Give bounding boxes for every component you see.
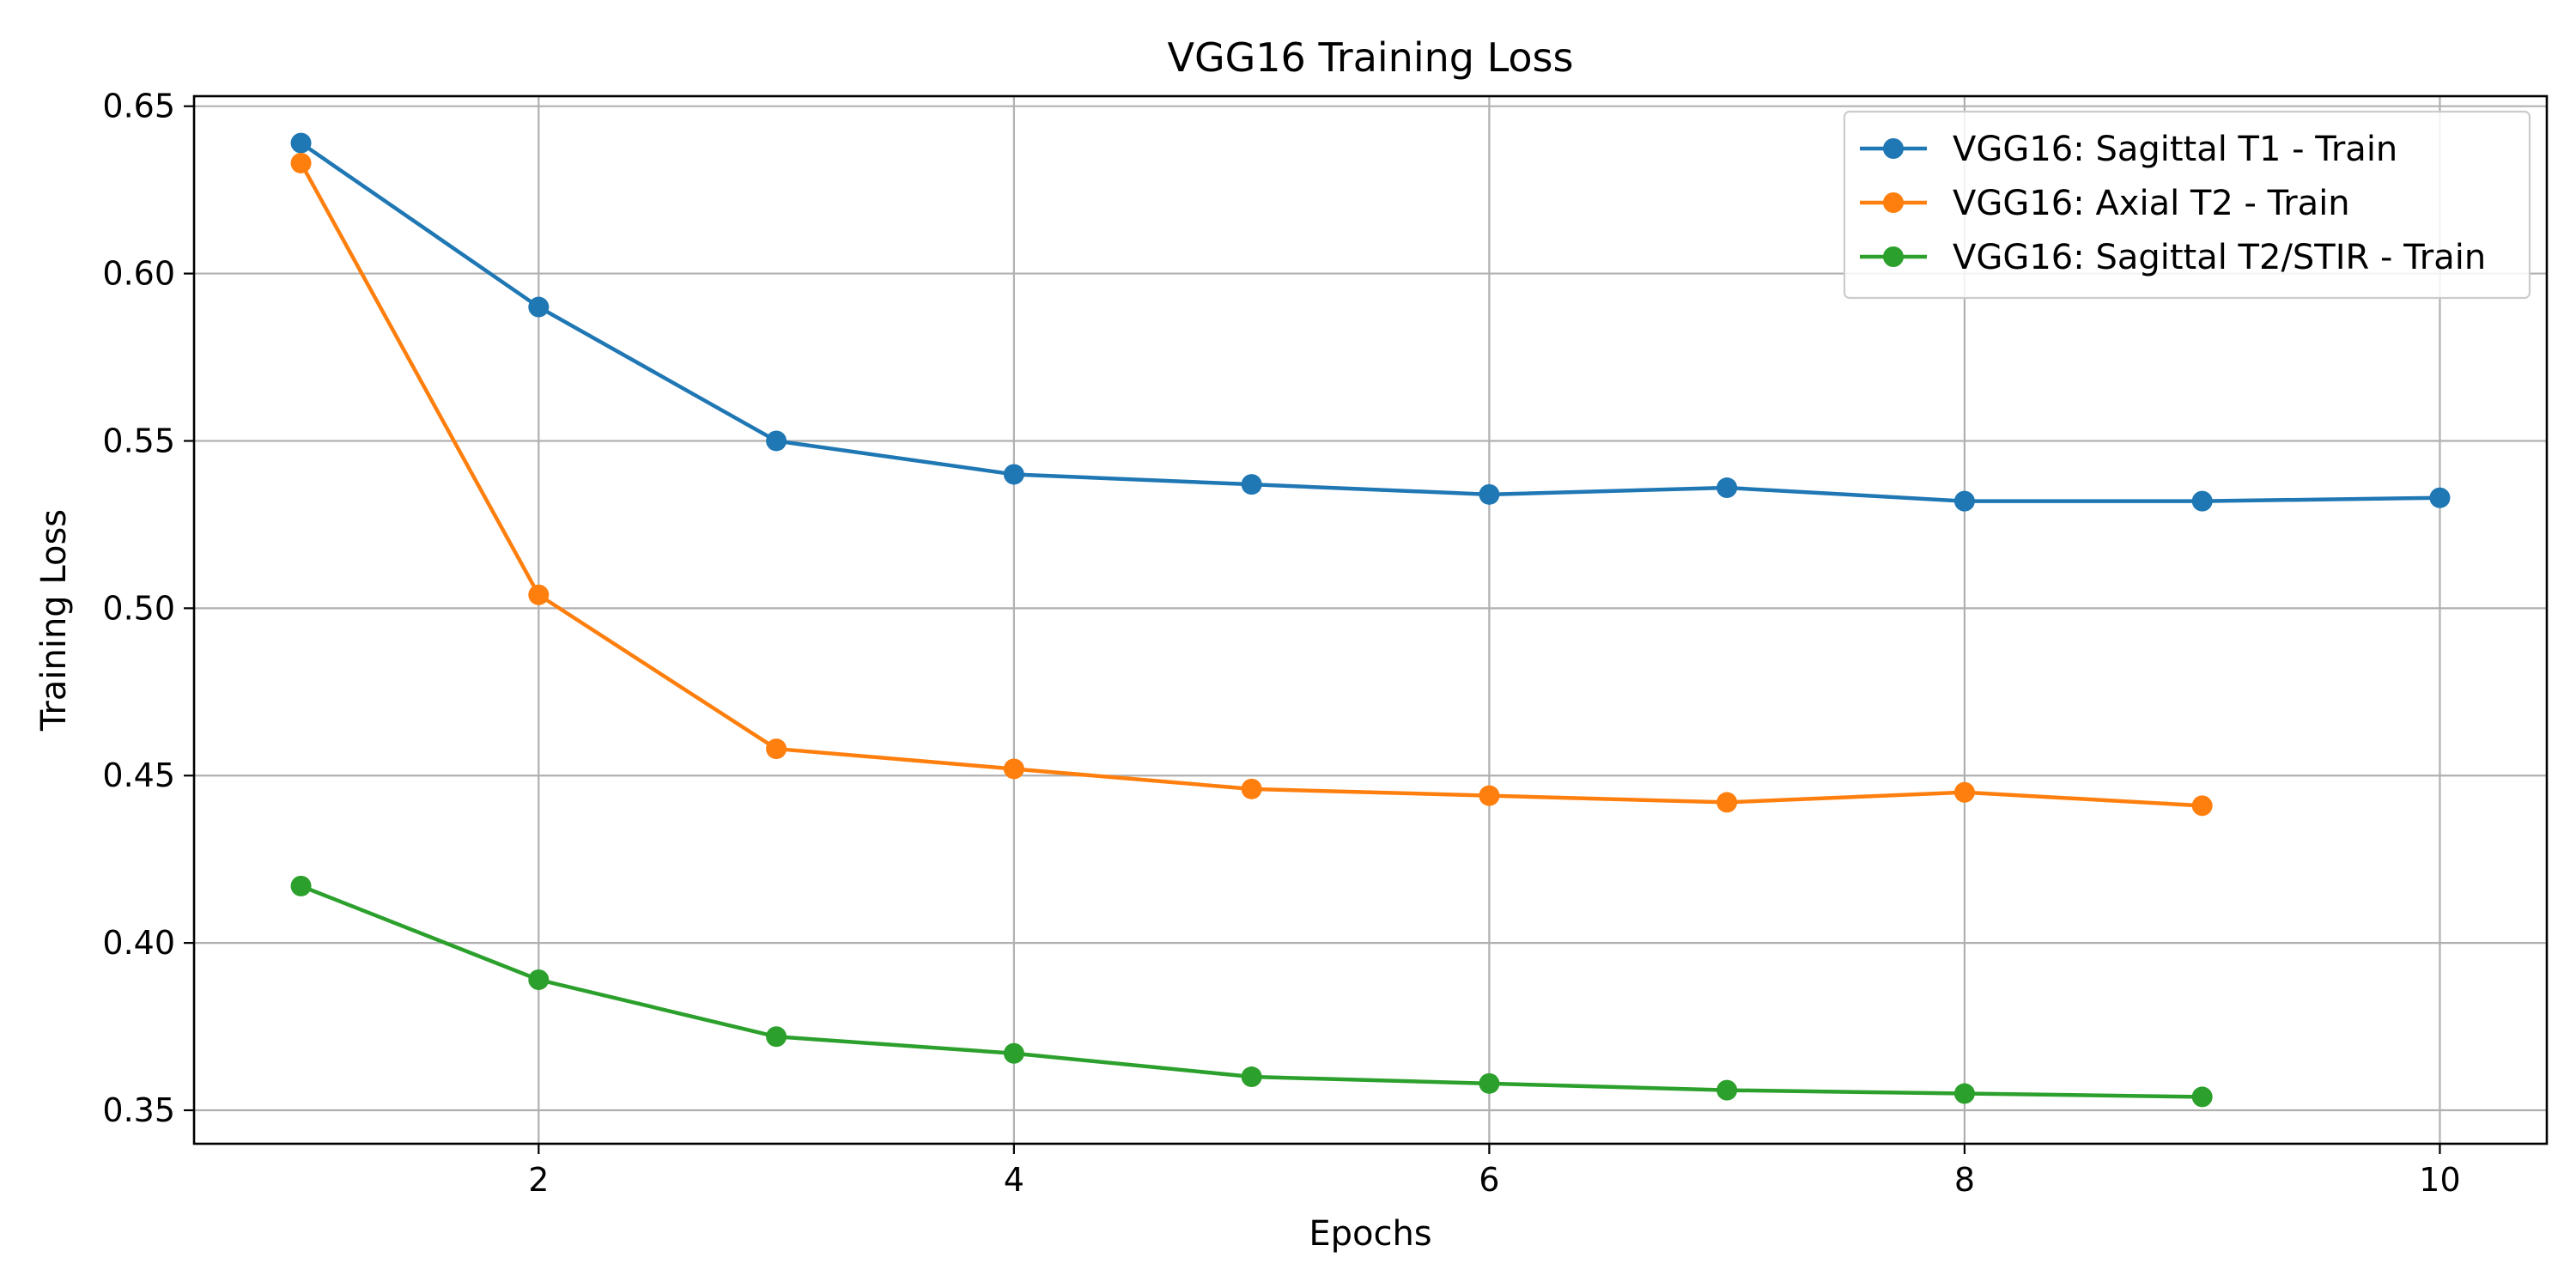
series-line bbox=[300, 141, 2440, 503]
data-point bbox=[1003, 758, 1024, 780]
data-point bbox=[1953, 1083, 1975, 1104]
data-point bbox=[290, 132, 312, 154]
y-axis-title: Training Loss bbox=[34, 509, 74, 732]
data-point bbox=[1716, 477, 1738, 499]
y-axis: 0.35 0.40 0.45 0.50 0.55 0.60 0.65 bbox=[102, 88, 194, 1129]
series-3 bbox=[290, 875, 2213, 1108]
data-point bbox=[1241, 1066, 1262, 1088]
legend-label: VGG16: Axial T2 - Train bbox=[1953, 184, 2350, 223]
plot-area bbox=[290, 132, 2451, 1108]
x-tick-label: 8 bbox=[1954, 1161, 1975, 1199]
data-point bbox=[1479, 483, 1500, 505]
data-point bbox=[290, 152, 312, 173]
chart-title: VGG16 Training Loss bbox=[1168, 34, 1574, 81]
data-point bbox=[766, 1026, 787, 1048]
y-tick-label: 0.40 bbox=[102, 924, 175, 962]
data-point bbox=[1716, 792, 1738, 813]
data-point bbox=[2191, 795, 2213, 817]
y-tick-label: 0.60 bbox=[102, 255, 175, 293]
legend: VGG16: Sagittal T1 - Train VGG16: Axial T… bbox=[1843, 110, 2531, 300]
data-point bbox=[1003, 1042, 1024, 1064]
y-tick-label: 0.55 bbox=[102, 422, 175, 459]
data-point bbox=[528, 584, 550, 605]
data-point bbox=[1241, 778, 1262, 799]
legend-swatch-marker bbox=[1883, 192, 1904, 213]
legend-label: VGG16: Sagittal T2/STIR - Train bbox=[1953, 238, 2486, 277]
data-point bbox=[1479, 785, 1500, 806]
data-point bbox=[1479, 1072, 1500, 1094]
legend-item: VGG16: Sagittal T1 - Train bbox=[1860, 130, 2397, 169]
x-tick-label: 6 bbox=[1479, 1161, 1499, 1199]
y-tick-label: 0.50 bbox=[102, 589, 175, 627]
y-tick-label: 0.45 bbox=[102, 756, 175, 794]
legend-item: VGG16: Axial T2 - Train bbox=[1860, 184, 2350, 223]
x-tick-label: 10 bbox=[2419, 1161, 2460, 1199]
data-point bbox=[1953, 781, 1975, 803]
data-point bbox=[2429, 487, 2451, 508]
data-point bbox=[2191, 1086, 2213, 1108]
series-1 bbox=[290, 132, 2451, 512]
legend-label: VGG16: Sagittal T1 - Train bbox=[1953, 130, 2397, 169]
data-point bbox=[766, 738, 787, 760]
data-point bbox=[528, 969, 550, 991]
data-point bbox=[766, 430, 787, 452]
data-point bbox=[528, 296, 550, 318]
x-tick-label: 4 bbox=[1004, 1161, 1024, 1199]
data-point bbox=[2191, 490, 2213, 512]
grid bbox=[194, 96, 2547, 1144]
legend-swatch-marker bbox=[1883, 246, 1904, 267]
plot-frame bbox=[192, 94, 2549, 1145]
legend-item: VGG16: Sagittal T2/STIR - Train bbox=[1860, 238, 2486, 277]
legend-box bbox=[1843, 110, 2531, 300]
y-tick-label: 0.35 bbox=[102, 1091, 175, 1129]
legend-swatch-marker bbox=[1883, 138, 1904, 159]
x-axis-title: Epochs bbox=[1309, 1214, 1431, 1254]
x-tick-label: 2 bbox=[528, 1161, 549, 1199]
y-tick-label: 0.65 bbox=[102, 88, 175, 125]
data-point bbox=[1241, 474, 1262, 495]
data-point bbox=[1003, 464, 1024, 485]
series-2 bbox=[290, 152, 2213, 817]
data-point bbox=[1716, 1079, 1738, 1101]
data-point bbox=[1953, 490, 1975, 512]
series-line bbox=[300, 884, 2202, 1099]
data-point bbox=[290, 875, 312, 896]
x-axis: 2 4 6 8 10 bbox=[528, 1144, 2461, 1199]
